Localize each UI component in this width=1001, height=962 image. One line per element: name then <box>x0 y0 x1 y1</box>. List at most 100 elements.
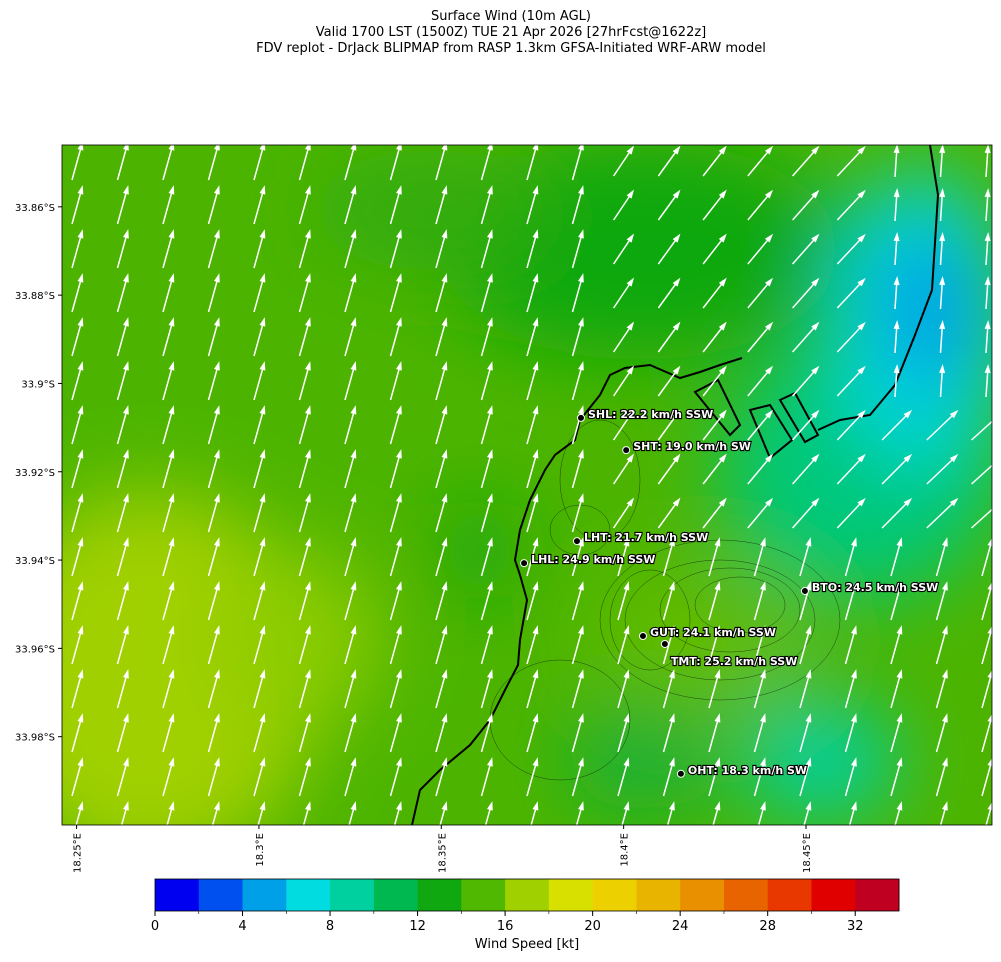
wind-arrow-head <box>350 273 357 283</box>
wind-arrow <box>571 275 584 313</box>
wind-arrow-head <box>77 361 84 371</box>
wind-arrow <box>166 803 174 825</box>
wind-arrow <box>617 583 629 621</box>
wind-arrow <box>344 495 356 533</box>
wind-arrow <box>253 495 265 533</box>
wind-arrow <box>708 583 720 621</box>
wind-arrow <box>435 407 447 445</box>
x-tick-label: 18.45°E <box>802 833 813 873</box>
wind-arrow <box>480 627 493 665</box>
colorbar-frame <box>154 878 900 912</box>
wind-arrow-head <box>305 537 311 547</box>
colorbar-tick-label: 4 <box>238 919 246 934</box>
wind-arrow-head <box>441 713 448 723</box>
wind-arrow-head <box>893 276 900 286</box>
wind-arrow <box>526 627 538 665</box>
wind-arrow <box>792 455 818 485</box>
wind-arrow-head <box>123 273 129 283</box>
wind-arrow-head <box>487 405 493 415</box>
wind-arrow <box>935 627 948 665</box>
wind-arrow <box>844 539 857 577</box>
wind-arrow-head <box>987 582 992 591</box>
wind-arrow <box>344 187 356 225</box>
wind-arrow <box>844 759 857 797</box>
wind-arrow-head <box>396 625 402 635</box>
wind-arrow-head <box>487 757 493 767</box>
wind-arrow <box>753 627 766 665</box>
wind-arrow-head <box>259 449 266 459</box>
wind-arrow-head <box>168 273 175 283</box>
wind-arrow-head <box>77 317 84 327</box>
wind-arrow <box>389 627 402 665</box>
wind-arrow <box>344 451 356 489</box>
wind-arrow-head <box>123 669 129 679</box>
wind-arrow <box>753 759 766 797</box>
wind-arrow-head <box>893 232 900 242</box>
wind-arrow <box>792 323 818 353</box>
station-label: TMT: 25.2 km/h SSW <box>671 655 798 668</box>
wind-arrow <box>71 231 83 269</box>
wind-arrow <box>116 451 129 489</box>
wind-arrow <box>571 451 584 489</box>
wind-arrow-head <box>396 581 402 591</box>
wind-arrow <box>435 495 447 533</box>
wind-arrow-head <box>942 669 948 679</box>
wind-arrow-head <box>623 757 630 767</box>
wind-arrow <box>836 235 865 265</box>
wind-arrow <box>389 407 402 445</box>
wind-arrow-head <box>305 669 311 679</box>
wind-arrow <box>792 499 818 529</box>
wind-arrow <box>71 759 83 797</box>
wind-arrow-head <box>578 405 584 415</box>
wind-arrow <box>526 715 538 753</box>
wind-arrow <box>120 803 129 825</box>
wind-arrow <box>116 275 129 313</box>
wind-arrow <box>298 231 311 269</box>
wind-arrow <box>298 319 311 357</box>
wind-arrow <box>298 627 311 665</box>
wind-arrow-head <box>487 581 493 591</box>
wind-arrow <box>836 367 865 397</box>
wind-arrow <box>792 411 818 441</box>
wind-arrow-head <box>350 229 357 239</box>
wind-arrow-head <box>987 670 992 679</box>
wind-arrow-head <box>214 185 220 195</box>
wind-arrow-head <box>811 409 820 419</box>
wind-arrow <box>162 363 174 401</box>
wind-arrow-head <box>669 625 675 635</box>
wind-arrow <box>298 451 311 489</box>
wind-arrow <box>836 499 865 529</box>
wind-arrow <box>389 145 402 181</box>
wind-arrow <box>708 627 720 665</box>
wind-arrow <box>207 759 220 797</box>
wind-arrow-head <box>77 405 84 415</box>
wind-arrow-head <box>532 361 539 371</box>
wind-arrow-head <box>760 713 766 723</box>
wind-arrow-head <box>350 669 357 679</box>
wind-arrow <box>389 275 402 313</box>
wind-arrow <box>116 627 129 665</box>
wind-arrow-head <box>305 361 311 371</box>
station-label: OHT: 18.3 km/h SW <box>688 764 807 777</box>
wind-arrow <box>971 464 992 485</box>
wind-arrow <box>207 407 220 445</box>
wind-arrow <box>890 539 902 577</box>
wind-arrow <box>757 803 766 825</box>
wind-arrow-head <box>811 233 820 243</box>
colorbar-bin <box>505 879 550 911</box>
wind-arrow-head <box>305 449 311 459</box>
wind-arrow <box>530 803 538 825</box>
wind-arrow-head <box>578 361 584 371</box>
wind-arrow-head <box>487 493 493 503</box>
colorbar-bin <box>680 879 725 911</box>
wind-arrow-head <box>714 757 721 767</box>
wind-arrow-head <box>487 449 493 459</box>
wind-arrow-head <box>77 537 84 547</box>
wind-arrow-head <box>396 405 402 415</box>
wind-arrow <box>71 275 83 313</box>
wind-arrow-head <box>305 229 311 239</box>
wind-arrow-head <box>672 189 681 199</box>
wind-arrow <box>747 279 772 309</box>
wind-arrow <box>298 715 311 753</box>
station-label: BTO: 24.5 km/h SSW <box>812 581 938 594</box>
